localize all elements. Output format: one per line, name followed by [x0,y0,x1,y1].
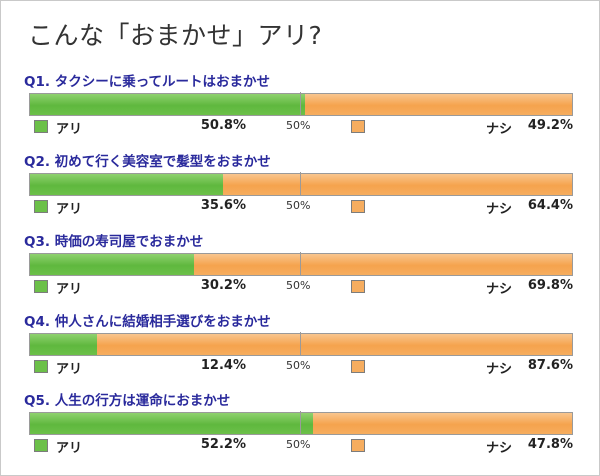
legend-row: アリ 52.2% 50% ナシ 47.8% [20,437,580,456]
midline-50 [300,172,301,195]
legend-row: アリ 30.2% 50% ナシ 69.8% [20,278,580,297]
swatch-no [351,120,365,133]
no-label: ナシ [486,122,513,137]
question-block: Q1. タクシーに乗ってルートはおまかせ アリ 50.8% 50% ナシ 49.… [20,70,580,150]
no-percent: 47.8% [527,437,573,452]
swatch-yes [34,200,48,213]
swatch-yes [34,280,48,293]
yes-label: アリ [56,441,83,456]
midline-50 [300,92,301,115]
yes-percent: 30.2% [200,278,246,293]
yes-percent: 52.2% [200,437,246,452]
stacked-bar [29,173,573,196]
yes-label: アリ [56,202,83,217]
bar-segment-yes [30,413,313,434]
yes-label: アリ [56,362,83,377]
no-percent: 69.8% [527,278,573,293]
swatch-yes [34,120,48,133]
question-block: Q2. 初めて行く美容室で髪型をおまかせ アリ 35.6% 50% ナシ 64.… [20,150,580,230]
midline-label: 50% [286,199,311,212]
swatch-yes [34,439,48,452]
yes-label: アリ [56,282,83,297]
bar-segment-yes [30,174,223,195]
no-percent: 64.4% [527,198,573,213]
no-percent: 49.2% [527,118,573,133]
midline-label: 50% [286,438,311,451]
bar-segment-yes [30,254,194,275]
swatch-no [351,439,365,452]
question-label: Q1. タクシーに乗ってルートはおまかせ [24,74,271,90]
legend-row: アリ 12.4% 50% ナシ 87.6% [20,358,580,377]
question-block: Q3. 時価の寿司屋でおまかせ アリ 30.2% 50% ナシ 69.8% [20,230,580,310]
midline-50 [300,252,301,275]
swatch-no [351,200,365,213]
question-label: Q4. 仲人さんに結婚相手選びをおまかせ [24,314,271,330]
swatch-no [351,280,365,293]
question-label: Q3. 時価の寿司屋でおまかせ [24,234,204,250]
yes-percent: 35.6% [200,198,246,213]
midline-50 [300,411,301,434]
no-label: ナシ [486,362,513,377]
no-label: ナシ [486,441,513,456]
no-label: ナシ [486,202,513,217]
question-block: Q4. 仲人さんに結婚相手選びをおまかせ アリ 12.4% 50% ナシ 87.… [20,310,580,390]
bar-segment-yes [30,334,98,355]
question-label: Q2. 初めて行く美容室で髪型をおまかせ [24,154,271,170]
no-label: ナシ [486,282,513,297]
stacked-bar [29,412,573,435]
no-percent: 87.6% [527,358,573,373]
question-block: Q5. 人生の行方は運命におまかせ アリ 52.2% 50% ナシ 47.8% [20,389,580,469]
chart-title: こんな「おまかせ」アリ? [28,21,323,50]
midline-label: 50% [286,359,311,372]
stacked-bar [29,253,573,276]
swatch-no [351,360,365,373]
legend-row: アリ 50.8% 50% ナシ 49.2% [20,118,580,137]
legend-row: アリ 35.6% 50% ナシ 64.4% [20,198,580,217]
stacked-bar [29,333,573,356]
stacked-bar [29,93,573,116]
swatch-yes [34,360,48,373]
yes-percent: 50.8% [200,118,246,133]
question-label: Q5. 人生の行方は運命におまかせ [24,393,231,409]
yes-label: アリ [56,122,83,137]
bar-segment-yes [30,94,306,115]
yes-percent: 12.4% [200,358,246,373]
midline-50 [300,332,301,355]
midline-label: 50% [286,119,311,132]
midline-label: 50% [286,279,311,292]
